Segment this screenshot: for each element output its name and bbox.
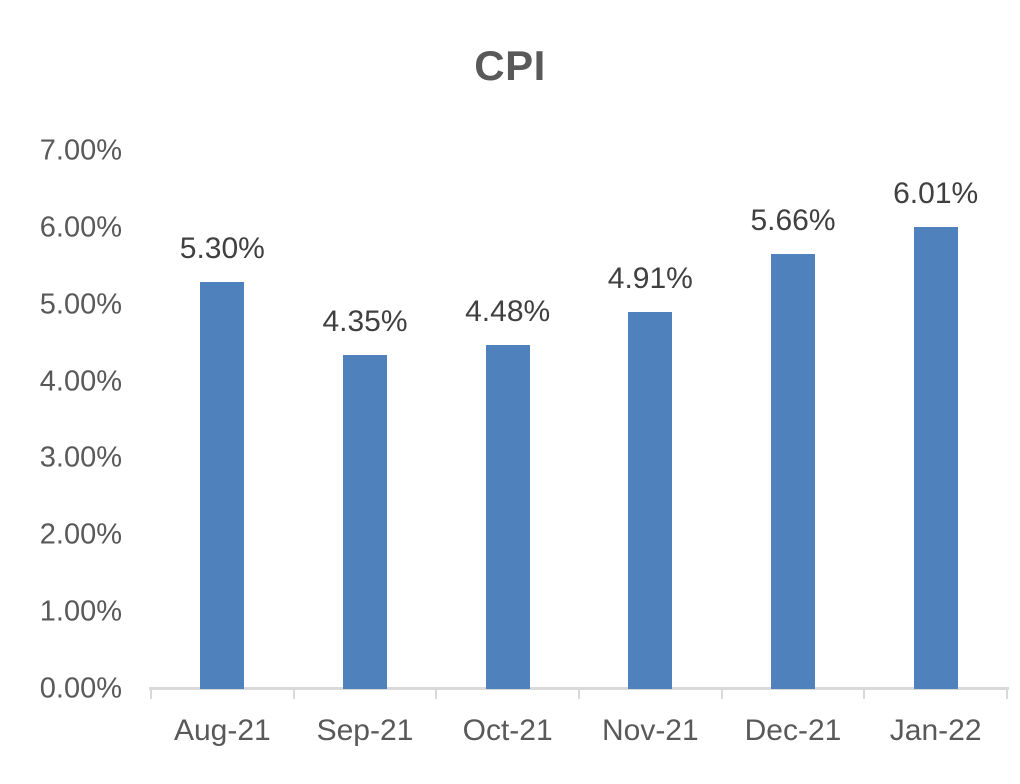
y-tick-label: 0.00% — [39, 672, 122, 705]
bar-column: 4.48% — [436, 151, 579, 689]
y-tick-label: 5.00% — [39, 288, 122, 321]
bar — [485, 344, 530, 689]
x-tick-label: Sep-21 — [316, 714, 414, 747]
bar — [628, 311, 673, 689]
bar-column: 5.30% — [151, 151, 294, 689]
y-tick-label: 7.00% — [39, 134, 122, 167]
bar — [342, 354, 387, 689]
x-axis-tick — [863, 689, 866, 699]
x-axis-line — [149, 687, 1009, 690]
x-tick-label: Nov-21 — [601, 714, 699, 747]
data-label: 5.30% — [179, 231, 265, 265]
data-label: 5.66% — [750, 204, 836, 237]
x-axis: Aug-21 Sep-21 Oct-21 Nov-21 Dec-21 Jan-22 — [151, 706, 1007, 766]
y-tick-label: 6.00% — [39, 211, 122, 244]
bar-column: 5.66% — [722, 151, 865, 689]
x-tick-label: Jan-22 — [889, 714, 982, 747]
bar — [770, 254, 815, 689]
bar — [913, 227, 958, 689]
bar-column: 4.91% — [579, 151, 722, 689]
bar — [200, 281, 245, 689]
bar-column: 4.35% — [294, 151, 437, 689]
x-axis-tick — [578, 689, 580, 699]
data-label: 4.35% — [322, 304, 408, 338]
chart-title: CPI — [474, 42, 546, 89]
bar-column: 6.01% — [864, 151, 1007, 689]
y-tick-label: 3.00% — [39, 441, 122, 474]
y-tick-label: 2.00% — [39, 518, 122, 551]
data-label: 6.01% — [893, 177, 979, 211]
y-tick-label: 1.00% — [39, 595, 122, 628]
x-axis-tick — [720, 689, 723, 699]
y-tick-label: 4.00% — [39, 365, 122, 398]
x-tick-label: Oct-21 — [462, 714, 553, 747]
x-tick-label: Aug-21 — [173, 714, 271, 747]
x-axis-tick — [435, 689, 438, 699]
y-axis: 0.00% 1.00% 2.00% 3.00% 4.00% 5.00% 6.00% 7.00% — [0, 136, 122, 703]
x-axis-tick — [1006, 689, 1008, 699]
x-axis-tick — [292, 689, 295, 699]
x-tick-label: Dec-21 — [744, 714, 842, 747]
plot-area: 5.30% 4.35% 4.48% 4.91% 5.66% 6.01% — [149, 151, 1009, 699]
data-label: 4.91% — [607, 261, 693, 295]
data-label: 4.48% — [465, 294, 551, 328]
x-axis-tick — [150, 689, 152, 699]
